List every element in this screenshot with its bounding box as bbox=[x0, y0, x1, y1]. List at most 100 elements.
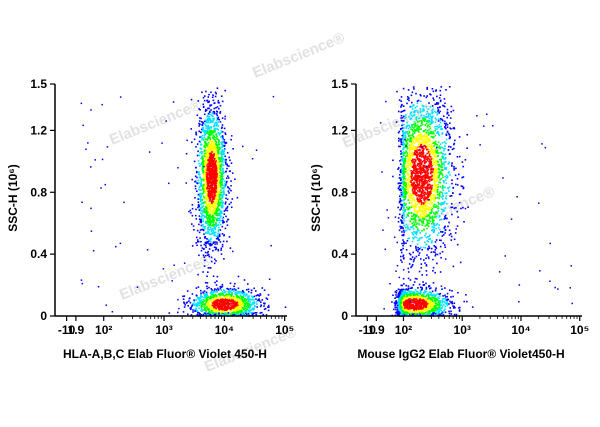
event-dot bbox=[417, 246, 419, 249]
event-dot bbox=[171, 280, 173, 282]
event-dot bbox=[204, 189, 207, 191]
event-dot bbox=[213, 234, 216, 236]
event-dot bbox=[420, 173, 422, 175]
event-dot bbox=[430, 203, 432, 205]
event-dot bbox=[211, 137, 214, 139]
event-dot bbox=[449, 122, 451, 124]
event-dot bbox=[210, 237, 212, 240]
event-dot bbox=[198, 182, 200, 184]
event-dot bbox=[402, 205, 404, 207]
event-dot bbox=[417, 165, 420, 168]
event-dot bbox=[217, 173, 220, 175]
event-dot bbox=[248, 299, 251, 301]
event-dot bbox=[218, 311, 221, 313]
event-dot bbox=[431, 178, 433, 181]
event-dot bbox=[221, 187, 223, 189]
event-dot bbox=[206, 293, 209, 296]
event-dot bbox=[267, 306, 269, 308]
event-dot bbox=[412, 218, 415, 220]
event-dot bbox=[209, 177, 212, 179]
event-dot bbox=[425, 286, 428, 289]
event-dot bbox=[254, 312, 257, 314]
event-dot bbox=[403, 167, 405, 169]
event-dot bbox=[452, 127, 454, 130]
event-dot bbox=[218, 180, 220, 182]
event-dot bbox=[196, 176, 198, 179]
event-dot bbox=[210, 91, 212, 94]
event-dot bbox=[202, 160, 205, 162]
event-dot bbox=[430, 200, 432, 203]
event-dot bbox=[421, 177, 423, 180]
event-dot bbox=[401, 110, 404, 113]
event-dot bbox=[406, 152, 409, 154]
event-dot bbox=[212, 313, 214, 315]
event-dot bbox=[208, 243, 210, 245]
event-dot bbox=[419, 213, 422, 215]
event-dot bbox=[414, 219, 417, 221]
event-dot bbox=[413, 181, 415, 184]
event-dot bbox=[201, 151, 204, 153]
event-dot bbox=[215, 199, 218, 201]
event-dot bbox=[268, 306, 270, 308]
event-dot bbox=[207, 208, 210, 211]
event-dot bbox=[411, 135, 414, 137]
event-dot bbox=[426, 141, 428, 143]
event-dot bbox=[198, 218, 201, 220]
event-dot bbox=[448, 137, 451, 140]
event-dot bbox=[267, 304, 270, 307]
event-dot bbox=[459, 193, 462, 195]
event-dot bbox=[426, 215, 429, 218]
event-dot bbox=[433, 110, 436, 113]
event-dot bbox=[441, 118, 443, 121]
event-dot bbox=[216, 177, 219, 180]
event-dot bbox=[205, 162, 208, 164]
event-dot bbox=[402, 244, 404, 247]
event-dot bbox=[228, 299, 231, 302]
event-dot bbox=[437, 102, 440, 104]
event-dot bbox=[398, 130, 401, 133]
event-dot bbox=[224, 89, 226, 92]
event-dot bbox=[215, 164, 217, 167]
event-dot bbox=[168, 312, 171, 314]
event-dot bbox=[429, 132, 432, 135]
event-dot bbox=[462, 176, 465, 178]
event-dot bbox=[438, 232, 440, 234]
event-dot bbox=[218, 189, 220, 192]
event-dot bbox=[403, 209, 406, 211]
event-dot bbox=[426, 158, 428, 160]
event-dot bbox=[205, 242, 207, 245]
event-dot bbox=[218, 239, 221, 241]
event-dot bbox=[403, 132, 406, 134]
event-dot bbox=[203, 300, 206, 302]
event-dot bbox=[224, 155, 226, 158]
event-dot bbox=[199, 198, 201, 200]
event-dot bbox=[210, 192, 213, 194]
event-dot bbox=[211, 158, 213, 160]
event-dot bbox=[206, 156, 209, 159]
event-dot bbox=[220, 302, 223, 304]
event-dot bbox=[211, 202, 213, 205]
event-dot bbox=[200, 292, 202, 295]
event-dot bbox=[408, 212, 410, 214]
event-dot bbox=[430, 166, 433, 168]
event-dot bbox=[440, 212, 443, 215]
event-dot bbox=[212, 223, 214, 226]
event-dot bbox=[212, 117, 214, 120]
event-dot bbox=[439, 99, 442, 102]
event-dot bbox=[417, 228, 419, 230]
event-dot bbox=[409, 148, 412, 150]
event-dot bbox=[221, 153, 224, 156]
event-dot bbox=[403, 219, 405, 222]
event-dot bbox=[204, 133, 207, 135]
event-dot bbox=[398, 167, 400, 169]
event-dot bbox=[199, 109, 201, 111]
event-dot bbox=[426, 220, 429, 222]
event-dot bbox=[238, 304, 241, 307]
event-dot bbox=[204, 168, 206, 171]
event-dot bbox=[456, 184, 459, 186]
event-dot bbox=[442, 115, 445, 117]
event-dot bbox=[203, 190, 206, 193]
event-dot bbox=[422, 281, 424, 283]
event-dot bbox=[209, 240, 212, 243]
event-dot bbox=[214, 169, 216, 171]
